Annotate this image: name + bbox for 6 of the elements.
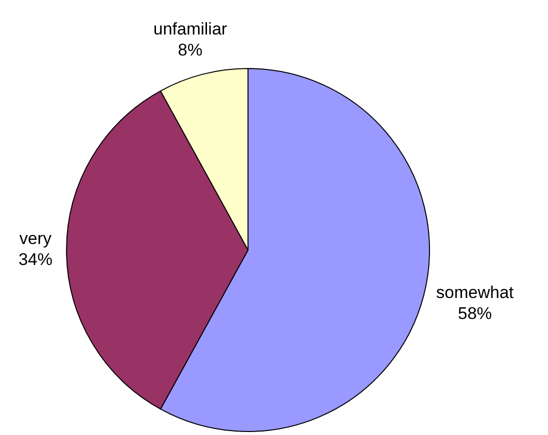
slice-label: very [19, 229, 52, 248]
data-label: 58% [458, 304, 492, 324]
data-label: 8% [178, 40, 203, 60]
slice-label: somewhat [436, 283, 514, 302]
slice-label: unfamiliar [153, 19, 228, 38]
data-label: 34% [18, 250, 53, 270]
